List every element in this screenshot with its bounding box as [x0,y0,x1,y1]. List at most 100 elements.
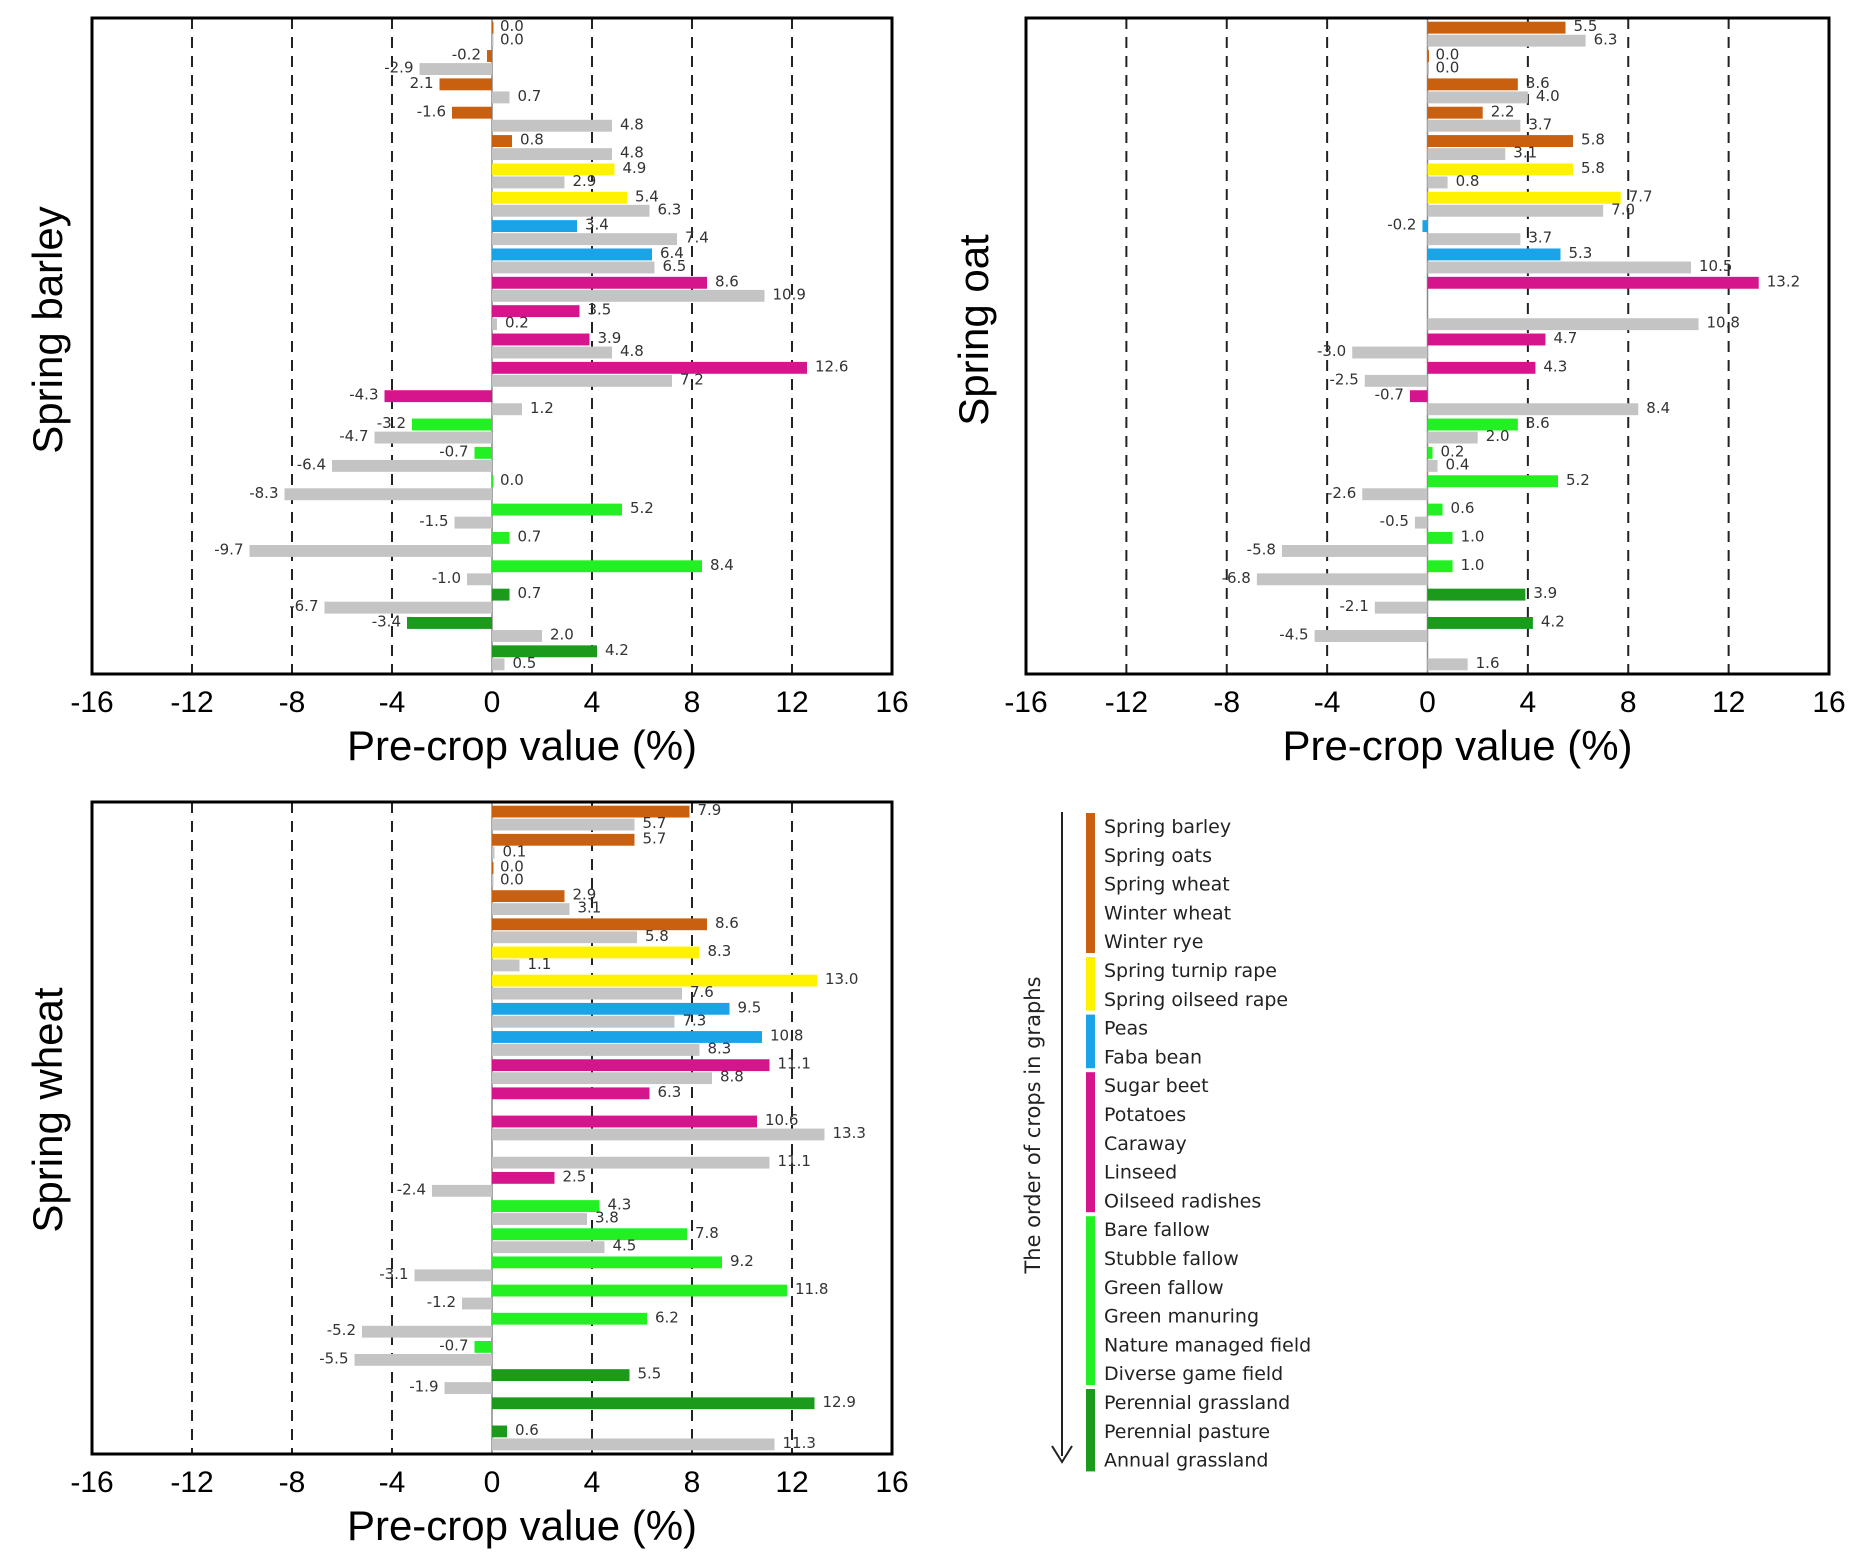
bar-grey [1427,34,1586,47]
legend-item: Spring oilseed rape [1104,989,1288,1011]
data-label: -6.4 [297,455,326,473]
x-tick-label: 16 [1812,686,1845,719]
x-tick-label: 4 [584,686,601,719]
data-label: 5.8 [1581,131,1605,149]
data-label: 8.4 [710,556,734,574]
data-label: -1.9 [409,1378,438,1396]
data-label: 10.5 [1699,257,1732,275]
data-label: -0.7 [439,1336,468,1354]
x-tick-label: 16 [875,686,908,719]
legend-item: Winter wheat [1104,902,1231,924]
bar-grey [492,846,495,859]
bar-grey [444,1382,492,1394]
legend-item: Winter rye [1104,931,1203,953]
bar-grey [492,318,497,331]
bar-colored [1427,446,1433,459]
legend-item: Perennial grassland [1104,1392,1290,1414]
data-label: 12.6 [815,357,848,375]
x-tick-label: -12 [170,686,213,719]
bar-grey [492,1128,825,1141]
bar-grey [492,1241,605,1254]
data-label: -3.1 [379,1265,408,1283]
bar-grey [1374,601,1428,614]
data-label: 6.2 [655,1308,679,1326]
bar-colored [492,890,565,903]
data-label: 3.8 [595,1209,619,1227]
data-label: 0.0 [1436,46,1460,64]
data-label: 3.1 [578,899,602,917]
data-label: 5.8 [1581,159,1605,177]
data-label: 0.0 [500,17,524,35]
data-label: 3.9 [598,329,622,347]
data-label: 2.0 [1486,427,1510,445]
data-label: 13.2 [1767,272,1800,290]
legend-title: The order of crops in graphs [1021,976,1045,1274]
bar-colored [492,918,707,931]
bar-colored [492,191,627,204]
data-label: 2.2 [1491,102,1515,120]
data-label: 7.2 [680,370,704,388]
data-label: -1.0 [432,569,461,587]
bar-colored [412,418,492,431]
data-label: 4.2 [1541,613,1565,631]
bar-colored [492,1312,647,1325]
data-label: 0.0 [500,471,524,489]
bar-colored [492,946,700,959]
bar-grey [1427,119,1521,132]
data-label: -5.8 [1247,541,1276,559]
bar-colored [452,106,492,119]
bar-colored [1427,163,1574,176]
data-label: 0.8 [520,131,544,149]
bar-grey [1427,459,1438,472]
data-label: 2.1 [410,74,434,92]
bar-grey [492,1438,775,1451]
legend-item: Potatoes [1104,1104,1186,1126]
data-label: 10.9 [773,285,806,303]
x-axis-label: Pre-crop value (%) [347,722,697,769]
legend-item: Green manuring [1104,1306,1259,1328]
bar-colored [384,390,492,403]
bar-grey [1362,488,1428,501]
data-label: -2.9 [384,59,413,77]
data-label: 4.3 [1543,357,1567,375]
bar-colored [492,475,494,488]
data-label: 10.6 [765,1111,798,1129]
data-label: 6.3 [1594,30,1618,48]
bar-colored [492,645,597,658]
bar-grey [492,289,765,302]
data-label: -4.5 [1279,626,1308,644]
bar-grey [1427,431,1478,444]
data-label: 13.3 [833,1124,866,1142]
bar-colored [1427,333,1546,346]
data-label: -9.7 [214,541,243,559]
x-tick-label: -4 [379,686,406,719]
bar-grey [492,233,677,246]
data-label: -2.5 [1329,370,1358,388]
data-label: 5.8 [645,927,669,945]
bar-grey [324,601,492,614]
x-tick-label: 4 [1520,686,1537,719]
x-tick-label: 0 [484,686,501,719]
bar-grey [492,903,570,916]
data-label: 10.8 [1707,314,1740,332]
data-label: -0.2 [1387,216,1416,234]
data-label: 2.9 [573,172,597,190]
data-label: 3.4 [585,216,609,234]
bar-grey [492,204,650,217]
bar-colored [439,78,492,91]
chart-panel-3: 7.95.75.70.10.00.02.93.18.65.88.31.113.0… [24,800,909,1549]
chart-panel-2: 5.56.30.00.03.64.02.23.75.83.15.80.87.77… [950,16,1846,769]
x-tick-label: 8 [684,1466,701,1499]
legend-color-bar [1086,957,1095,1011]
bar-colored [1427,617,1533,629]
bar-grey [1427,403,1639,416]
data-label: 6.3 [658,1083,682,1101]
bar-grey [1281,545,1428,557]
bar-colored [1427,248,1561,261]
bar-colored [492,305,580,318]
bar-colored [492,163,615,176]
bar-grey [1427,148,1506,161]
bar-grey [492,34,494,47]
bar-colored [492,220,577,233]
